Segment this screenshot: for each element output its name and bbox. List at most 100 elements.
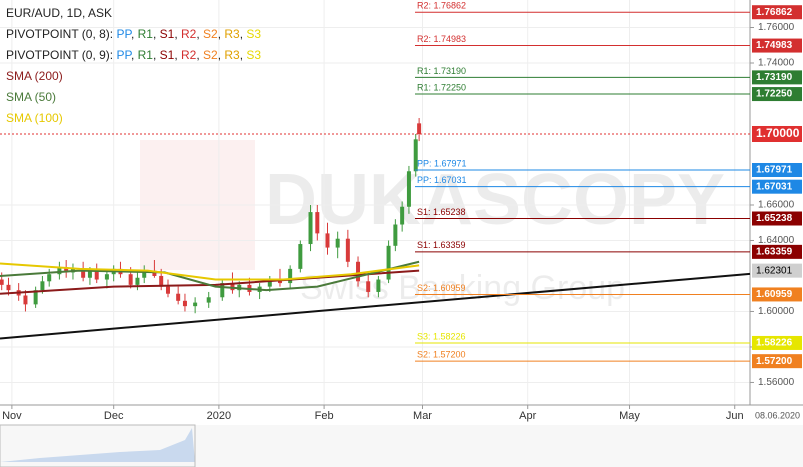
price-tag-bg xyxy=(752,163,802,178)
price-tag-bg xyxy=(752,335,802,350)
candle-body xyxy=(135,277,140,285)
legend-text: PP xyxy=(116,48,132,62)
pivot-label: S3: 1.58226 xyxy=(417,331,466,341)
legend-text: S2 xyxy=(203,48,218,62)
candle-body xyxy=(159,275,164,287)
x-tick-label: Feb xyxy=(315,410,334,422)
price-tag: 1.63359 xyxy=(756,246,793,257)
candle-body xyxy=(220,283,225,298)
price-tag-bg xyxy=(752,87,802,102)
y-tick-label: 1.74000 xyxy=(758,58,795,69)
candle-body xyxy=(386,245,391,280)
price-tag-bg xyxy=(752,179,802,194)
pivot-label: PP: 1.67031 xyxy=(417,175,467,185)
legend-text: PP xyxy=(116,27,132,41)
price-tag-bg xyxy=(752,211,802,226)
legend-text: S1 xyxy=(160,48,175,62)
price-tag: 1.74983 xyxy=(756,40,793,51)
candle-body xyxy=(345,238,350,262)
candle-body xyxy=(104,274,109,280)
price-tag: 1.65238 xyxy=(756,213,793,224)
candle-body xyxy=(413,139,418,172)
pivot-label: R1: 1.72250 xyxy=(417,82,466,92)
navigator-window[interactable] xyxy=(0,424,196,467)
candle-body xyxy=(206,297,211,303)
candle-body xyxy=(87,270,92,278)
legend-text: , xyxy=(196,48,203,62)
legend-text: , xyxy=(218,27,225,41)
pivot-label: S2: 1.57200 xyxy=(417,350,466,360)
y-tick-label: 1.60000 xyxy=(758,306,795,317)
legend-text: R2 xyxy=(181,48,197,62)
candle-body xyxy=(406,171,411,207)
price-tag-bg xyxy=(752,70,802,85)
candle-body xyxy=(57,267,62,275)
legend-text: , xyxy=(218,48,225,62)
x-tick-label: May xyxy=(619,410,640,422)
legend-text: , xyxy=(153,48,160,62)
price-tag-bg xyxy=(752,125,802,142)
x-tick-label: Dec xyxy=(104,410,124,422)
candle-body xyxy=(0,279,4,285)
price-tag-bg xyxy=(752,263,802,278)
price-tag-bg xyxy=(752,244,802,259)
candle-body xyxy=(165,286,170,294)
x-tick-label: Nov xyxy=(2,410,22,422)
candle-body xyxy=(393,224,398,246)
candle-body xyxy=(400,206,405,225)
candle-body xyxy=(33,290,38,305)
legend-text: , xyxy=(196,27,203,41)
pivot-label: S2: 1.60959 xyxy=(417,283,466,293)
legend-text: S3 xyxy=(246,27,261,41)
price-tag: 1.72250 xyxy=(756,89,793,100)
candle-body xyxy=(366,281,371,292)
legend-entry: PIVOTPOINT (0, 9): PP, R1, S1, R2, S2, R… xyxy=(6,48,261,62)
candle-body xyxy=(288,268,293,284)
legend-text: PIVOTPOINT (0, 8): xyxy=(6,27,113,41)
candle-body xyxy=(152,270,157,276)
candle-body xyxy=(94,270,99,280)
pivot-label: R2: 1.74983 xyxy=(417,34,466,44)
y-tick-label: 1.76000 xyxy=(758,22,795,33)
legend-text: R1 xyxy=(138,48,154,62)
price-tag: 1.62301 xyxy=(756,265,793,276)
legend-text: , xyxy=(174,27,181,41)
price-tag: 1.60959 xyxy=(756,289,793,300)
candle-body xyxy=(325,233,330,248)
candle-body xyxy=(193,302,198,307)
navigator-preview xyxy=(0,428,195,462)
watermark-text: DUKASCOPY xyxy=(265,160,725,240)
candle-body xyxy=(6,284,11,291)
legend-entry: SMA (50) xyxy=(6,90,56,104)
y-tick-label: 1.56000 xyxy=(758,377,795,388)
candle-body xyxy=(40,281,45,291)
price-tag: 1.70000 xyxy=(756,126,800,140)
candle-body xyxy=(298,244,303,269)
legend-entry: PIVOTPOINT (0, 8): PP, R1, S1, R2, S2, R… xyxy=(6,27,261,41)
y-tick-label: 1.64000 xyxy=(758,235,795,246)
legend-text: S3 xyxy=(246,48,261,62)
date-label: 08.06.2020 xyxy=(755,410,800,420)
price-tag-bg xyxy=(752,38,802,53)
legend-text: , xyxy=(240,48,247,62)
legend-title: EUR/AUD, 1D, ASK xyxy=(6,6,112,20)
candle-body xyxy=(267,279,272,287)
candle-body xyxy=(417,123,422,134)
legend-text: S1 xyxy=(160,27,175,41)
candle-body xyxy=(128,274,133,285)
candle-body xyxy=(142,270,147,278)
price-tag: 1.58226 xyxy=(756,338,793,349)
legend-text: PIVOTPOINT (0, 9): xyxy=(6,48,113,62)
pivot-label: S1: 1.65238 xyxy=(417,207,466,217)
candle-body xyxy=(335,238,340,248)
legend-entry: SMA (200) xyxy=(6,69,63,83)
x-tick-label: Mar xyxy=(413,410,432,422)
y-tick-label: 1.66000 xyxy=(758,200,795,211)
x-tick-label: Apr xyxy=(519,410,536,422)
legend-text: R2 xyxy=(181,27,197,41)
legend-text: , xyxy=(131,48,138,62)
legend-text: R3 xyxy=(224,27,240,41)
candle-body xyxy=(376,279,381,292)
candle-body xyxy=(308,212,313,245)
candle-body xyxy=(64,267,69,273)
